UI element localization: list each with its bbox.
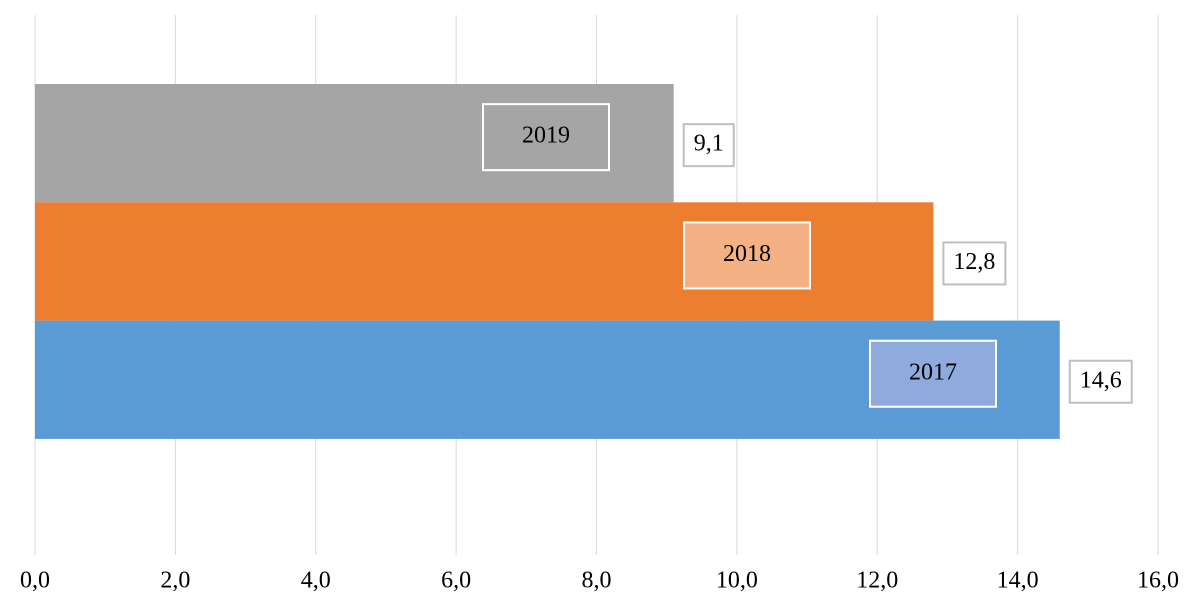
x-tick-label: 10,0 [716, 568, 758, 594]
x-tick-label: 8,0 [582, 568, 612, 594]
x-tick-label: 0,0 [20, 568, 50, 594]
x-tick-label: 14,0 [997, 568, 1039, 594]
value-label: 9,1 [694, 131, 724, 157]
bar [35, 84, 674, 203]
x-tick-label: 12,0 [856, 568, 898, 594]
x-tick-label: 6,0 [441, 568, 471, 594]
x-tick-label: 2,0 [160, 568, 190, 594]
value-label-box [1068, 359, 1133, 404]
x-tick-label: 16,0 [1137, 568, 1179, 594]
value-label-box [682, 123, 735, 168]
value-label: 12,8 [953, 249, 995, 275]
x-tick-label: 4,0 [301, 568, 331, 594]
value-label-box [942, 241, 1007, 286]
category-label-box [683, 221, 811, 290]
category-label: 2017 [909, 359, 957, 385]
category-label: 2019 [522, 123, 570, 149]
category-label-box [482, 103, 610, 172]
category-label: 2018 [723, 241, 771, 267]
category-label-box [869, 339, 997, 408]
value-label: 14,6 [1080, 367, 1122, 393]
